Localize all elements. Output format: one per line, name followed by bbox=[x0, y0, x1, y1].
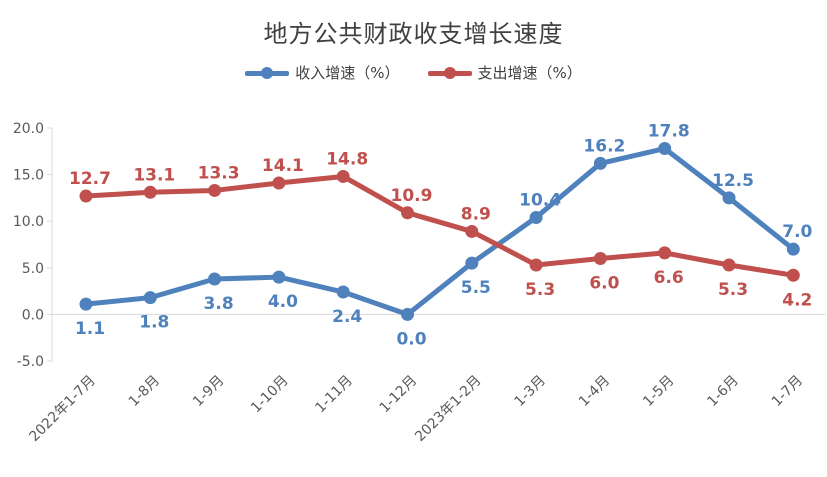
data-label-series0: 3.8 bbox=[204, 294, 234, 314]
data-label-series0: 1.1 bbox=[75, 319, 105, 339]
legend-label-expenditure: 支出增速（%） bbox=[477, 64, 582, 82]
y-tick-label: 10.0 bbox=[13, 214, 44, 230]
series-line-0 bbox=[83, 146, 796, 317]
data-point-series0 bbox=[658, 142, 672, 156]
y-tick-label: 5.0 bbox=[22, 261, 44, 277]
data-point-series1 bbox=[658, 246, 672, 260]
data-label-series0: 4.0 bbox=[268, 292, 298, 312]
x-tick-label: 1-10月 bbox=[248, 373, 292, 417]
legend-label-income: 收入增速（%） bbox=[295, 64, 400, 82]
data-point-series1 bbox=[79, 189, 93, 203]
data-point-series1 bbox=[593, 251, 607, 265]
data-point-series0 bbox=[272, 270, 286, 284]
data-point-series0 bbox=[79, 297, 93, 311]
x-tick-label: 1-5月 bbox=[640, 373, 677, 410]
series-line-1 bbox=[83, 173, 796, 278]
y-tick-label: 0.0 bbox=[22, 307, 44, 323]
data-point-series1 bbox=[272, 176, 286, 190]
y-tick-label: 15.0 bbox=[13, 168, 44, 184]
data-label-series0: 12.5 bbox=[712, 171, 754, 191]
data-point-series0 bbox=[143, 291, 157, 305]
x-tick-label: 1-7月 bbox=[769, 373, 806, 410]
data-point-series1 bbox=[143, 185, 157, 199]
data-label-series0: 16.2 bbox=[583, 136, 625, 156]
data-label-series1: 14.8 bbox=[326, 149, 368, 169]
data-point-series0 bbox=[401, 307, 414, 321]
data-label-series0: 7.0 bbox=[782, 222, 812, 242]
x-tick-label: 1-12月 bbox=[377, 373, 421, 417]
data-point-series0 bbox=[208, 272, 222, 286]
data-label-series1: 14.1 bbox=[262, 156, 304, 176]
data-label-series0: 2.4 bbox=[332, 307, 362, 327]
data-point-series0 bbox=[465, 256, 479, 270]
data-label-series0: 17.8 bbox=[648, 122, 690, 142]
data-point-series0 bbox=[593, 156, 607, 170]
data-point-series1 bbox=[722, 258, 736, 272]
data-point-series1 bbox=[465, 224, 479, 238]
x-tick-label: 1-8月 bbox=[126, 373, 163, 410]
data-point-series0 bbox=[722, 191, 736, 205]
data-label-series0: 10.4 bbox=[519, 190, 561, 210]
data-label-series0: 5.5 bbox=[461, 278, 491, 298]
data-label-series1: 5.3 bbox=[525, 280, 555, 300]
data-label-series1: 12.7 bbox=[69, 169, 111, 189]
x-tick-label: 1-11月 bbox=[312, 373, 356, 417]
data-point-series1 bbox=[786, 268, 800, 282]
data-label-series1: 8.9 bbox=[461, 204, 491, 224]
data-label-series1: 13.1 bbox=[133, 165, 175, 185]
data-label-series0: 1.8 bbox=[139, 313, 169, 333]
x-tick-label: 1-3月 bbox=[512, 373, 549, 410]
y-tick-label: 20.0 bbox=[13, 121, 44, 137]
data-label-series1: 6.6 bbox=[654, 268, 684, 288]
data-label-series1: 5.3 bbox=[718, 280, 748, 300]
legend-item-income: 收入增速（%） bbox=[245, 62, 400, 83]
data-label-series1: 10.9 bbox=[391, 186, 433, 206]
y-tick-label: -5.0 bbox=[17, 354, 44, 370]
legend-swatch-income bbox=[245, 66, 290, 79]
data-point-series0 bbox=[336, 285, 350, 299]
data-point-series1 bbox=[336, 169, 350, 183]
chart-title: 地方公共财政收支增长速度 bbox=[263, 20, 564, 48]
data-point-series0 bbox=[786, 242, 800, 256]
x-tick-label: 1-4月 bbox=[576, 373, 613, 410]
data-label-series1: 6.0 bbox=[589, 273, 619, 293]
x-tick-label: 2022年1-7月 bbox=[26, 373, 98, 445]
x-tick-label: 2023年1-2月 bbox=[412, 373, 484, 445]
data-point-series1 bbox=[529, 258, 543, 272]
data-point-series0 bbox=[529, 210, 543, 224]
x-tick-label: 1-6月 bbox=[704, 373, 741, 410]
x-tick-label: 1-9月 bbox=[190, 373, 227, 410]
data-label-series1: 13.3 bbox=[198, 163, 240, 183]
data-point-series1 bbox=[208, 183, 222, 197]
data-point-series1 bbox=[401, 206, 414, 220]
legend-swatch-expenditure bbox=[427, 66, 472, 79]
legend-item-expenditure: 支出增速（%） bbox=[427, 62, 582, 83]
data-label-series1: 4.2 bbox=[782, 290, 812, 310]
legend: 收入增速（%） 支出增速（%） bbox=[0, 62, 827, 83]
data-label-series0: 0.0 bbox=[396, 329, 426, 349]
